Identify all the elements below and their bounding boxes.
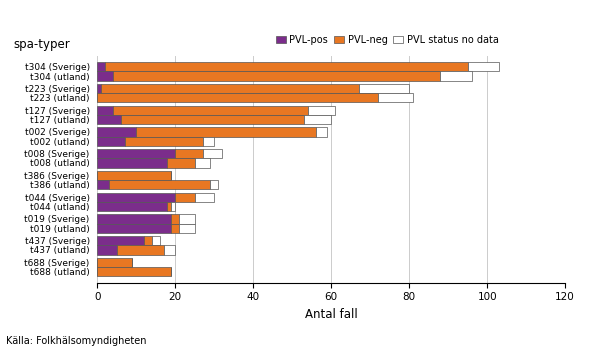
Bar bbox=[175, 149, 202, 158]
Bar bbox=[105, 62, 468, 71]
Bar bbox=[195, 158, 211, 168]
Bar bbox=[97, 84, 101, 93]
Bar bbox=[97, 202, 168, 211]
Bar bbox=[97, 71, 113, 81]
Bar bbox=[468, 62, 499, 71]
Bar bbox=[97, 136, 124, 146]
Bar bbox=[124, 136, 202, 146]
Bar bbox=[168, 158, 195, 168]
Bar bbox=[175, 193, 195, 202]
Bar bbox=[109, 180, 211, 189]
Text: Källa: Folkhälsomyndigheten: Källa: Folkhälsomyndigheten bbox=[6, 336, 146, 346]
Bar bbox=[97, 149, 175, 158]
Bar bbox=[97, 267, 171, 276]
Bar bbox=[171, 214, 179, 224]
Bar bbox=[101, 84, 359, 93]
Bar bbox=[171, 224, 179, 233]
Bar bbox=[97, 245, 117, 254]
Bar bbox=[163, 245, 175, 254]
Bar bbox=[97, 93, 378, 103]
Bar bbox=[113, 106, 308, 115]
Bar bbox=[168, 202, 171, 211]
Bar bbox=[136, 127, 316, 136]
Bar bbox=[97, 258, 132, 267]
Bar bbox=[97, 62, 105, 71]
Bar bbox=[359, 84, 409, 93]
Bar bbox=[152, 236, 160, 245]
Bar bbox=[97, 158, 168, 168]
Bar bbox=[202, 136, 214, 146]
Bar bbox=[113, 71, 440, 81]
Legend: PVL-pos, PVL-neg, PVL status no data: PVL-pos, PVL-neg, PVL status no data bbox=[272, 31, 503, 49]
Bar bbox=[171, 202, 175, 211]
X-axis label: Antal fall: Antal fall bbox=[305, 308, 358, 321]
Bar bbox=[211, 180, 218, 189]
Bar bbox=[195, 193, 214, 202]
Bar bbox=[97, 214, 171, 224]
Bar bbox=[144, 236, 152, 245]
Text: spa-typer: spa-typer bbox=[13, 38, 70, 51]
Bar bbox=[440, 71, 471, 81]
Bar bbox=[316, 127, 327, 136]
Bar bbox=[117, 245, 163, 254]
Bar bbox=[97, 180, 109, 189]
Bar bbox=[308, 106, 335, 115]
Bar bbox=[97, 193, 175, 202]
Bar bbox=[97, 127, 136, 136]
Bar bbox=[97, 236, 144, 245]
Bar bbox=[179, 214, 195, 224]
Bar bbox=[97, 224, 171, 233]
Bar bbox=[179, 224, 195, 233]
Bar bbox=[304, 115, 331, 124]
Bar bbox=[121, 115, 304, 124]
Bar bbox=[97, 171, 171, 180]
Bar bbox=[378, 93, 413, 103]
Bar bbox=[202, 149, 222, 158]
Bar bbox=[97, 106, 113, 115]
Bar bbox=[97, 115, 121, 124]
